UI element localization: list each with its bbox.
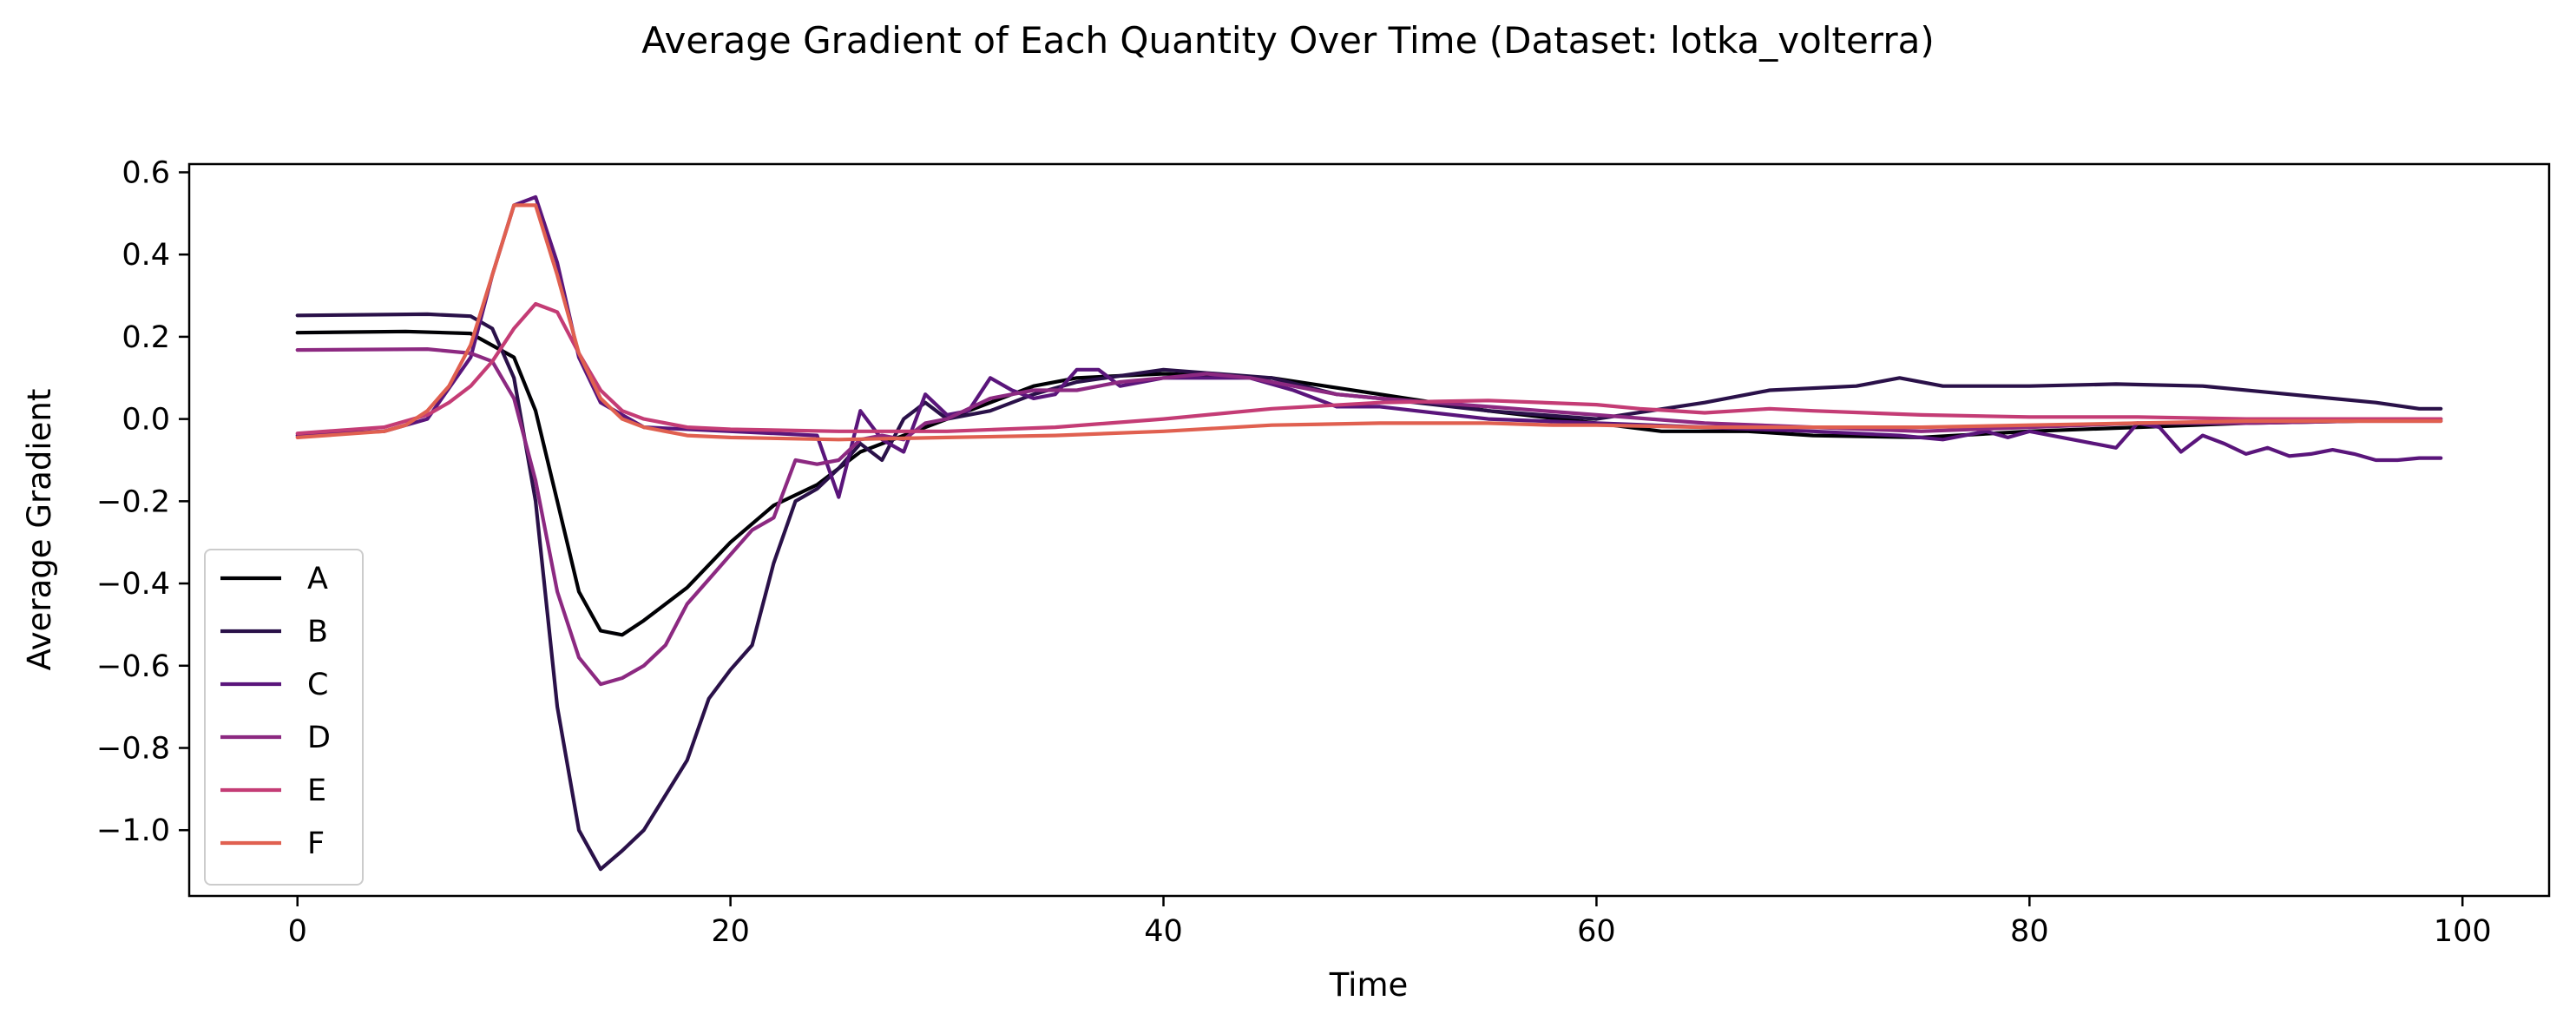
series-line-E <box>295 301 2443 436</box>
y-tick-label: −0.8 <box>96 732 170 767</box>
legend-label-D: D <box>307 721 331 755</box>
y-tick-label: 0.0 <box>122 403 170 438</box>
ticks-layer: 0 20 40 60 80 100 0.6 0.4 0.2 0.0 −0.2 −0.4 −0.6 −0.8… <box>96 155 2492 949</box>
y-tick-label: −0.6 <box>96 649 170 684</box>
x-tick-label: 60 <box>1577 914 1616 949</box>
series-line-A <box>295 329 2443 637</box>
y-tick-label: −0.2 <box>96 484 170 519</box>
y-tick-label: 0.2 <box>122 320 170 355</box>
series-line-B <box>295 312 2443 872</box>
legend-label-B: B <box>307 615 328 649</box>
series-layer <box>295 194 2443 872</box>
x-tick-label: 40 <box>1144 914 1183 949</box>
y-tick-label: 0.4 <box>122 238 170 273</box>
series-line-F <box>295 203 2443 442</box>
y-tick-label: −1.0 <box>96 813 170 848</box>
legend-box <box>204 549 364 886</box>
x-axis-label: Time <box>1329 966 1409 1004</box>
x-tick-label: 20 <box>711 914 750 949</box>
plot-frame <box>187 162 2551 898</box>
x-tick-label: 80 <box>2010 914 2049 949</box>
x-tick-label: 0 <box>288 914 307 949</box>
y-tick-label: 0.6 <box>122 155 170 190</box>
legend-label-A: A <box>307 562 328 596</box>
x-tick-label: 100 <box>2434 914 2492 949</box>
y-axis-label: Average Gradient <box>21 389 58 671</box>
y-tick-label: −0.4 <box>96 567 170 602</box>
legend-label-C: C <box>307 668 328 702</box>
legend-label-F: F <box>307 827 325 861</box>
series-line-C <box>295 194 2443 499</box>
legend-label-E: E <box>307 774 326 808</box>
chart-title: Average Gradient of Each Quantity Over T… <box>641 19 1935 62</box>
